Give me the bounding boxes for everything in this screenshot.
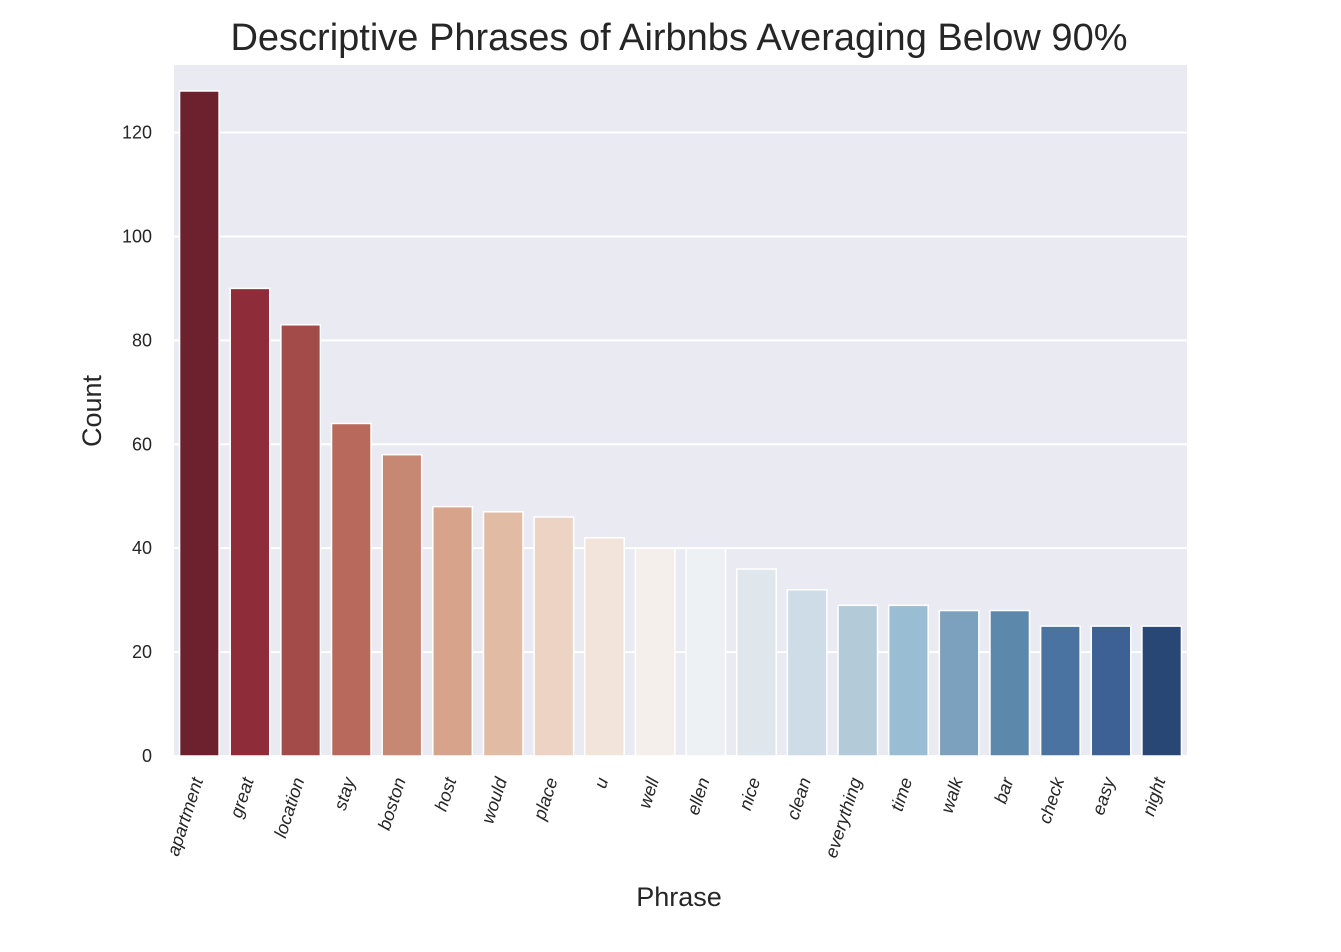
y-tick-label: 80 <box>132 330 152 350</box>
x-tick-label-ellen: ellen <box>683 775 714 817</box>
chart-title: Descriptive Phrases of Airbnbs Averaging… <box>230 17 1127 59</box>
bar-ellen <box>685 547 727 757</box>
y-tick-label: 120 <box>122 123 152 143</box>
bar-walk <box>938 609 980 757</box>
x-tick-label-bar: bar <box>990 774 1017 806</box>
x-tick-label-check: check <box>1035 774 1069 826</box>
bar-clean <box>786 588 828 757</box>
bar-host <box>432 505 474 757</box>
x-tick-label-well: well <box>634 774 663 811</box>
x-tick-label-stay: stay <box>330 774 360 813</box>
y-tick-label: 20 <box>132 642 152 662</box>
bar-time <box>887 604 929 757</box>
bar-easy <box>1090 625 1132 757</box>
y-tick-label: 0 <box>142 746 152 766</box>
bar-check <box>1039 625 1081 757</box>
x-tick-label-everything: everything <box>821 775 866 860</box>
bar-bar <box>989 609 1031 757</box>
x-tick-label-time: time <box>887 775 917 814</box>
bar-location <box>280 324 322 757</box>
bar-apartment <box>178 90 220 757</box>
bar-well <box>634 547 676 757</box>
bars <box>178 90 1183 757</box>
x-tick-label-would: would <box>477 774 511 826</box>
bar-place <box>533 516 575 757</box>
x-tick-label-night: night <box>1138 774 1169 818</box>
x-tick-label-easy: easy <box>1088 774 1119 817</box>
y-axis-label: Count <box>77 374 107 447</box>
y-tick-label: 60 <box>132 434 152 454</box>
x-tick-label-great: great <box>226 774 258 820</box>
bar-would <box>482 511 524 757</box>
x-axis-label: Phrase <box>636 882 722 912</box>
x-tick-label-boston: boston <box>374 775 410 833</box>
bar-u <box>584 537 626 757</box>
x-tick-label-host: host <box>431 774 461 813</box>
bar-everything <box>837 604 879 757</box>
x-tick-label-u: u <box>590 775 612 791</box>
y-tick-labels: 0 20 40 60 80 100 120 <box>122 123 152 766</box>
x-tick-label-location: location <box>270 775 308 840</box>
x-tick-label-apartment: apartment <box>163 774 207 858</box>
y-tick-label: 40 <box>132 538 152 558</box>
bar-nice <box>735 568 777 757</box>
x-tick-label-nice: nice <box>735 775 764 813</box>
bar-boston <box>381 453 423 757</box>
bar-stay <box>330 422 372 757</box>
bar-night <box>1141 625 1183 757</box>
x-tick-label-clean: clean <box>783 775 815 822</box>
x-tick-label-walk: walk <box>937 774 967 815</box>
x-tick-label-place: place <box>529 775 562 823</box>
x-tick-labels: apartment great location stay boston host woul… <box>163 774 1170 860</box>
bar-great <box>229 287 271 757</box>
y-tick-label: 100 <box>122 226 152 246</box>
